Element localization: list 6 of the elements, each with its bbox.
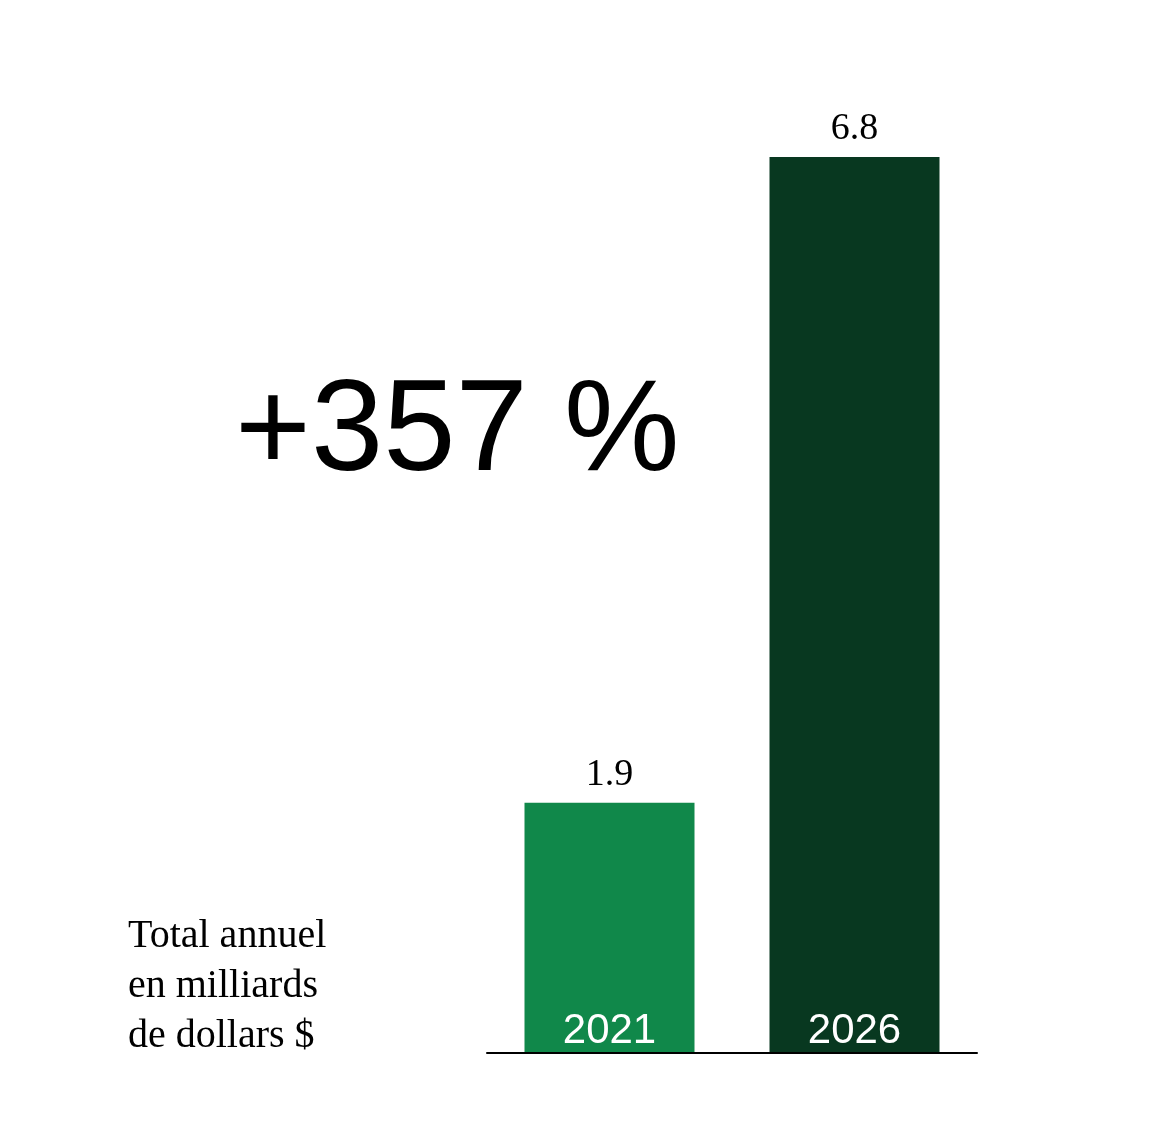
- x-tick-label: 2026: [807, 1004, 902, 1052]
- annotation: +357 %: [235, 352, 680, 498]
- data-label: 6.8: [830, 105, 879, 147]
- data-label: 1.9: [585, 750, 634, 793]
- y-axis-title: Total annuel en milliards de dollars $: [128, 910, 337, 1056]
- x-tick-label: 2021: [562, 1004, 657, 1052]
